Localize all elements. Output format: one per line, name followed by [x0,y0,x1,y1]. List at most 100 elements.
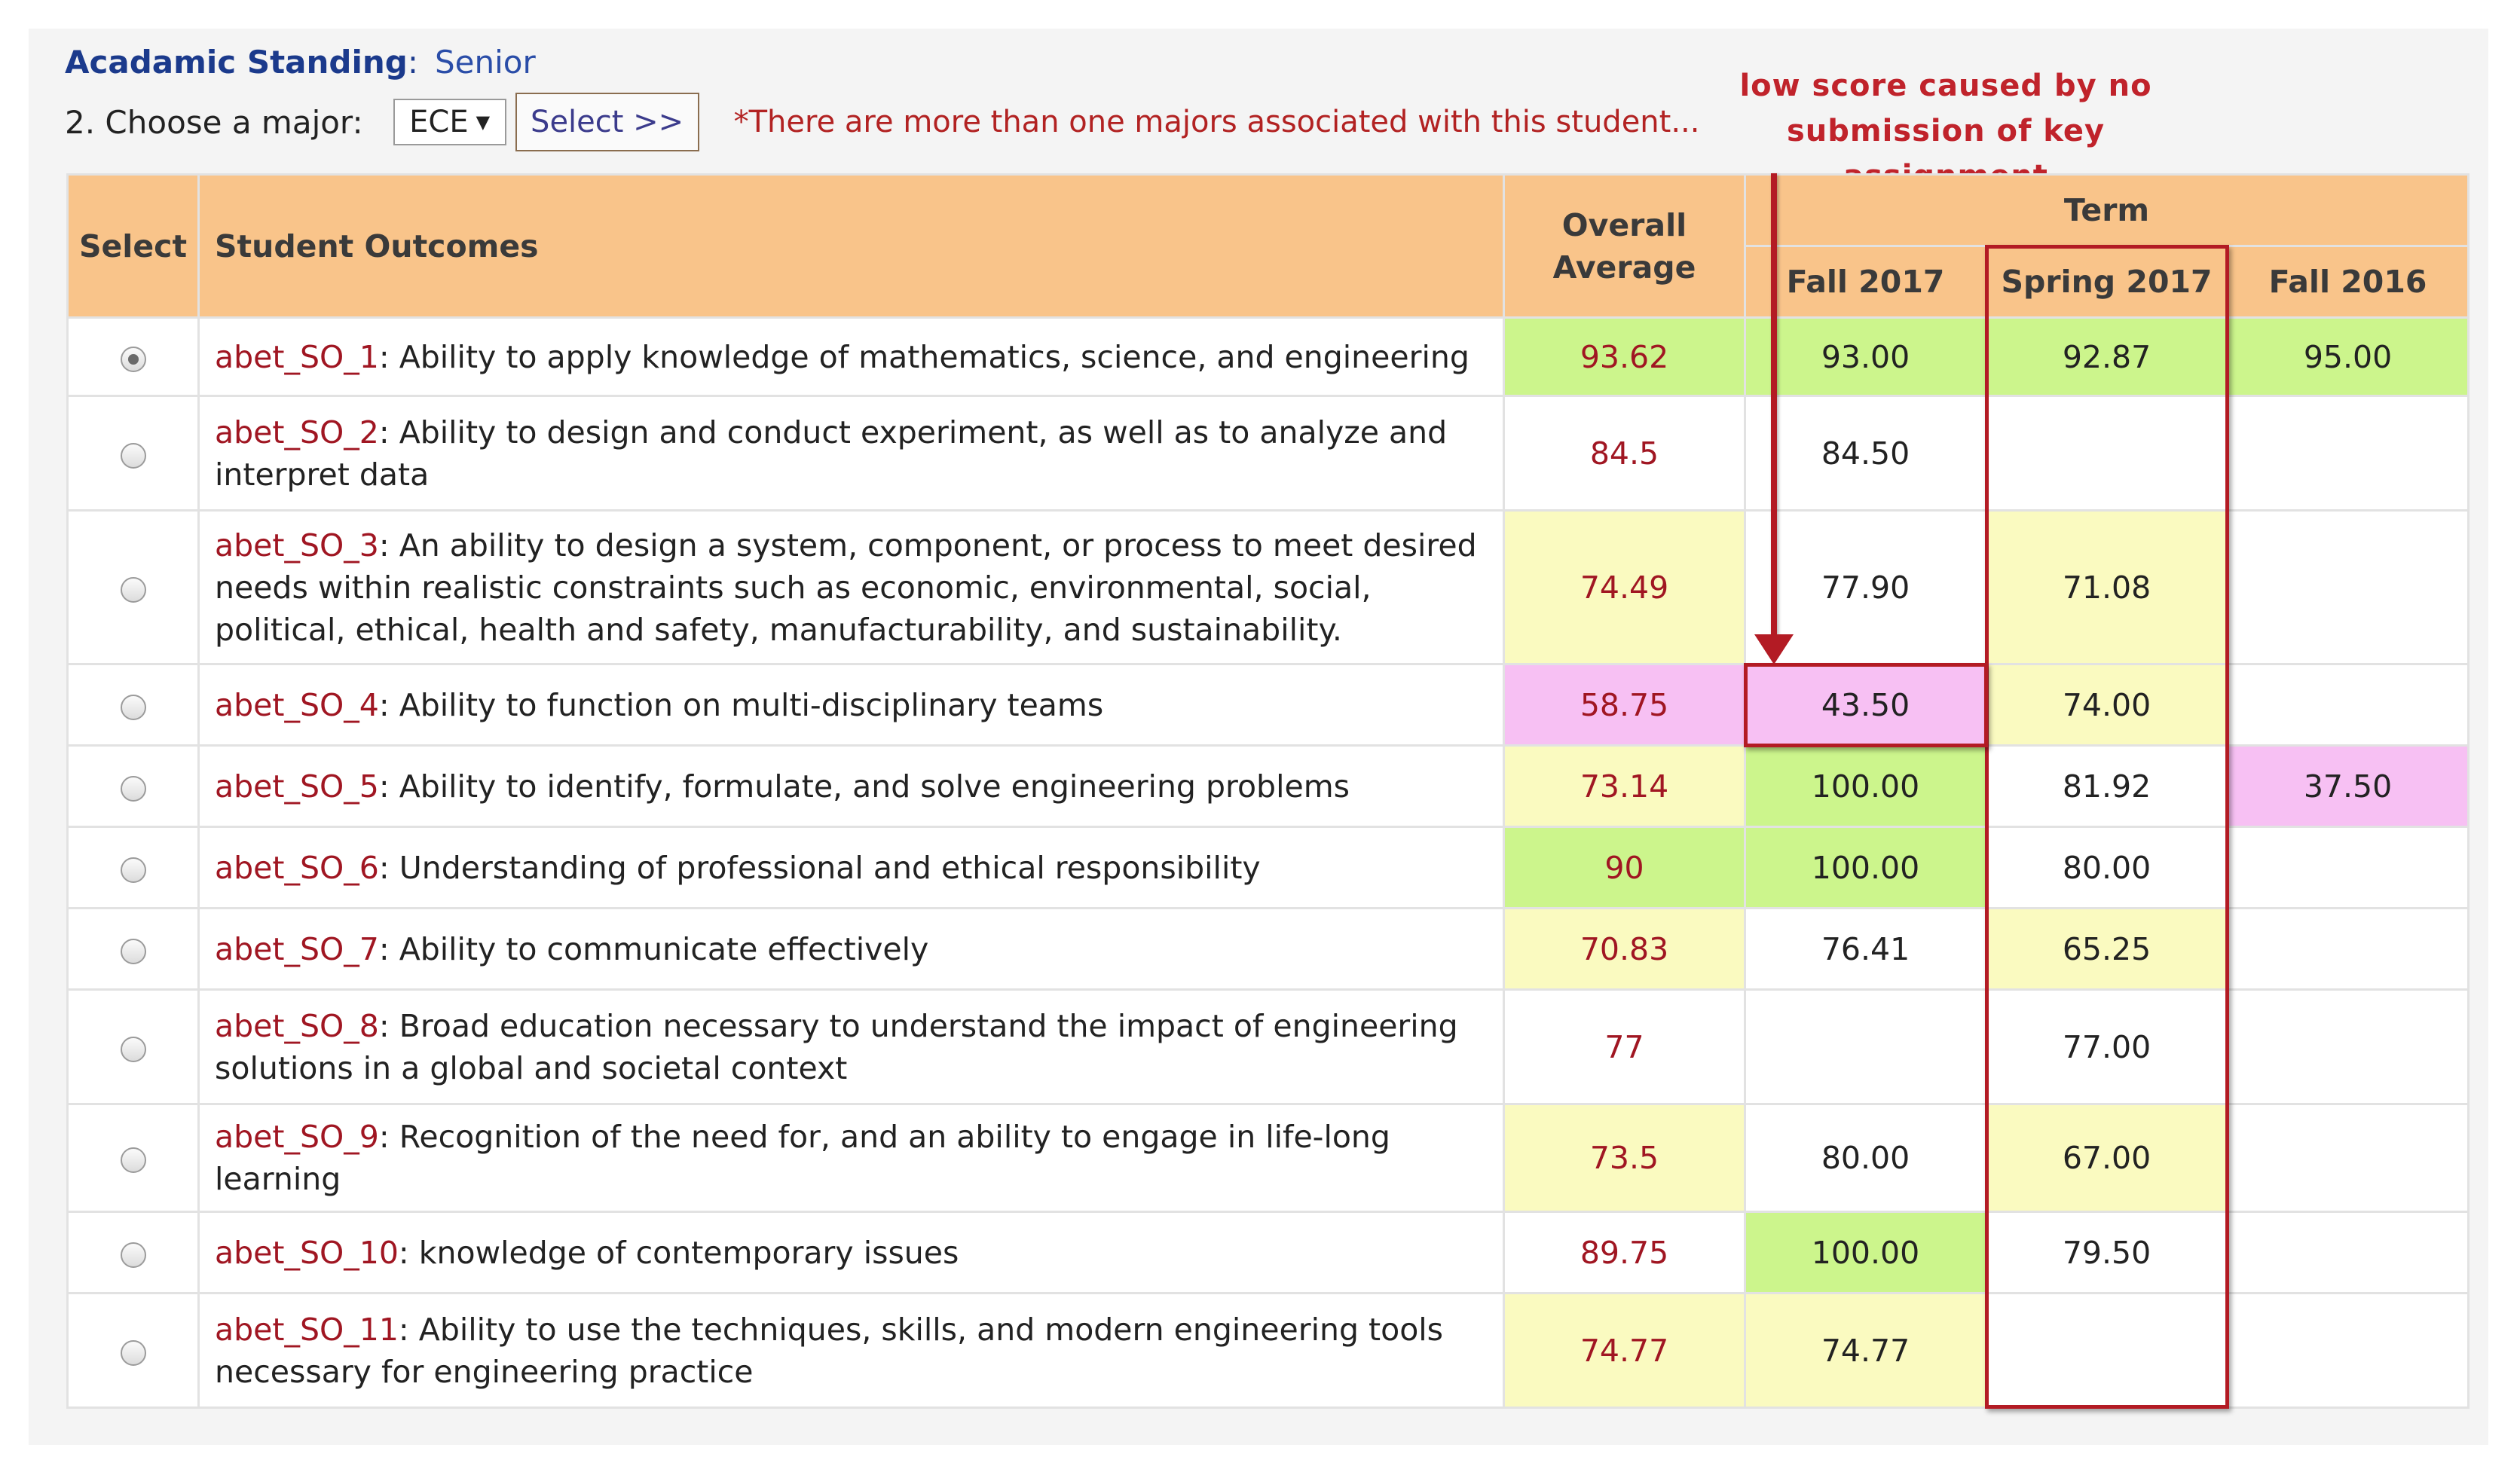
term-score-spring-2017: 77.00 [1985,988,2228,1105]
term-score-fall-2017: 100.00 [1744,1211,1987,1294]
overall-average-cell: 84.5 [1503,395,1746,512]
term-score-fall-2016 [2225,663,2470,747]
outcome-description: Ability to apply knowledge of mathematic… [399,338,1469,375]
term-score-fall-2016: 95.00 [2225,316,2470,397]
term-score-fall-2017: 80.00 [1744,1103,1987,1213]
term-score-fall-2017: 74.77 [1744,1292,1987,1409]
term-score-fall-2017: 84.50 [1744,395,1987,512]
outcome-code: abet_SO_2 [215,414,379,451]
term-score-fall-2017: 100.00 [1744,744,1987,828]
outcome-code: abet_SO_4 [215,686,379,723]
table-row: abet_SO_9: Recognition of the need for, … [66,1103,2470,1213]
outcome-radio[interactable] [120,1242,146,1268]
header-term-fall-2016: Fall 2016 [2225,245,2470,319]
outcome-description: Ability to identify, formulate, and solv… [399,768,1350,805]
select-cell [66,907,200,991]
outcome-radio[interactable] [120,1147,146,1173]
select-cell [66,395,200,512]
outcome-description: Ability to use the techniques, skills, a… [215,1311,1444,1390]
annotation-arrow-head-icon [1754,634,1794,664]
term-score-fall-2016 [2225,826,2470,909]
overall-average-cell: 58.75 [1503,663,1746,747]
outcome-cell: abet_SO_1: Ability to apply knowledge of… [197,316,1505,397]
table-row: abet_SO_1: Ability to apply knowledge of… [66,316,2470,397]
term-score-fall-2016: 37.50 [2225,744,2470,828]
outcome-description: Ability to communicate effectively [399,930,929,967]
term-score-fall-2017: 43.50 [1744,663,1987,747]
term-score-fall-2017: 100.00 [1744,826,1987,909]
annotation-line-1: low score caused by no [1739,69,2152,103]
outcome-radio[interactable] [120,775,146,802]
table-row: abet_SO_6: Understanding of professional… [66,826,2470,909]
header-student-outcomes: Student Outcomes [197,173,1505,319]
overall-average-cell: 74.77 [1503,1292,1746,1409]
overall-average-cell: 70.83 [1503,907,1746,991]
highlight-box-so4-fall-2017 [1743,662,1988,747]
header-overall-average: Overall Average [1503,173,1746,319]
outcome-radio[interactable] [120,1339,146,1366]
term-score-spring-2017: 65.25 [1985,907,2228,991]
header-select: Select [66,173,200,319]
outcome-code: abet_SO_9 [215,1119,379,1155]
standing-label: Acadamic Standing [65,44,408,81]
outcome-radio[interactable] [120,442,146,469]
annotation-arrow-shaft [1770,173,1777,637]
table-row: abet_SO_11: Ability to use the technique… [66,1292,2470,1409]
major-label: 2. Choose a major: [65,103,363,141]
outcome-radio[interactable] [120,938,146,964]
outcome-cell: abet_SO_8: Broad education necessary to … [197,988,1505,1105]
outcome-description: Ability to function on multi-disciplinar… [399,686,1104,723]
table-row: abet_SO_2: Ability to design and conduct… [66,395,2470,512]
term-score-fall-2016 [2225,907,2470,991]
outcome-description: Ability to design and conduct experiment… [215,414,1448,493]
academic-standing: Acadamic Standing: Senior [65,44,536,81]
select-major-button[interactable]: Select >> [515,93,699,151]
select-cell [66,988,200,1105]
outcome-description: Understanding of professional and ethica… [399,849,1261,886]
outcome-description: An ability to design a system, component… [215,527,1477,648]
overall-average-cell: 77 [1503,988,1746,1105]
header-overall-line-2: Average [1552,249,1696,286]
outcome-code: abet_SO_6 [215,849,379,886]
outcome-code: abet_SO_5 [215,768,379,805]
table-row: abet_SO_10: knowledge of contemporary is… [66,1211,2470,1294]
major-dropdown[interactable]: ECE ▼ [393,99,506,145]
major-chooser: 2. Choose a major: ECE ▼ Select >> *Ther… [65,92,1699,152]
standing-colon: : [407,44,418,81]
term-score-fall-2016 [2225,509,2470,665]
term-score-fall-2016 [2225,1211,2470,1294]
overall-average-cell: 90 [1503,826,1746,909]
outcome-description: Broad education necessary to understand … [215,1007,1458,1086]
standing-value: Senior [434,44,536,81]
select-cell [66,1292,200,1409]
outcome-radio[interactable] [120,346,146,372]
outcome-cell: abet_SO_9: Recognition of the need for, … [197,1103,1505,1213]
table-row: abet_SO_4: Ability to function on multi-… [66,663,2470,747]
term-score-spring-2017: 80.00 [1985,826,2228,909]
outcome-radio[interactable] [120,1036,146,1062]
dropdown-arrow-icon: ▼ [476,111,491,133]
select-cell [66,1103,200,1213]
header-term-fall-2017: Fall 2017 [1744,245,1987,319]
table-row: abet_SO_5: Ability to identify, formulat… [66,744,2470,828]
outcome-cell: abet_SO_3: An ability to design a system… [197,509,1505,665]
student-outcomes-table: Select Student Outcomes Overall Average … [66,173,2470,1409]
outcome-description: Recognition of the need for, and an abil… [215,1119,1390,1197]
term-score-fall-2016 [2225,988,2470,1105]
table-row: abet_SO_3: An ability to design a system… [66,509,2470,665]
table-row: abet_SO_8: Broad education necessary to … [66,988,2470,1105]
header-term: Term [1743,173,2470,247]
outcome-cell: abet_SO_7: Ability to communicate effect… [197,907,1505,991]
term-score-fall-2016 [2225,1292,2470,1409]
header-term-spring-2017: Spring 2017 [1985,245,2228,319]
outcome-cell: abet_SO_4: Ability to function on multi-… [197,663,1505,747]
outcome-radio[interactable] [120,694,146,720]
table-row: abet_SO_7: Ability to communicate effect… [66,907,2470,991]
overall-average-cell: 73.5 [1503,1103,1746,1213]
outcome-code: abet_SO_3 [215,527,379,564]
outcome-radio[interactable] [120,576,146,603]
overall-average-cell: 89.75 [1503,1211,1746,1294]
outcome-code: abet_SO_11 [215,1311,399,1348]
term-score-spring-2017: 71.08 [1985,509,2228,665]
outcome-radio[interactable] [120,857,146,883]
